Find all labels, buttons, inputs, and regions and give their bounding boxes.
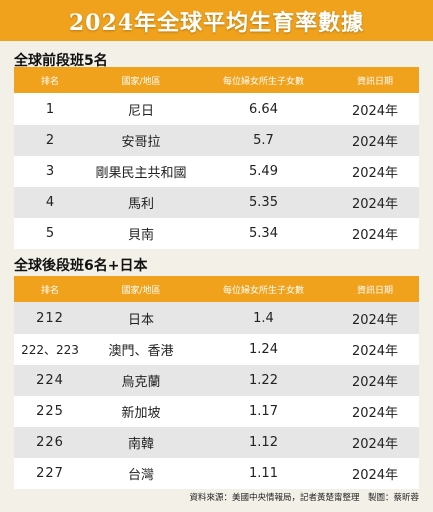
header-country: 國家/地區 bbox=[121, 285, 161, 296]
country-cell: 台灣 bbox=[127, 468, 154, 483]
country-cell: 澳門、香港 bbox=[108, 344, 174, 359]
table-row: 222、223 澳門、香港 1.24 2024年 bbox=[14, 334, 419, 365]
table-bottom6: 排名 國家/地區 每位婦女所生子女數 資訊日期 212 日本 1.4 2024年… bbox=[14, 276, 419, 489]
date-cell: 2024年 bbox=[351, 312, 399, 328]
rate-cell: 5.49 bbox=[249, 164, 278, 179]
date-cell: 2024年 bbox=[351, 437, 399, 452]
table-row: 5 貝南 5.34 2024年 bbox=[14, 218, 419, 249]
date-cell: 2024年 bbox=[351, 375, 399, 390]
table-row: 1 尼日 6.64 2024年 bbox=[14, 93, 419, 125]
table-header: 排名 國家/地區 每位婦女所生子女數 資訊日期 bbox=[14, 67, 419, 93]
country-cell: 日本 bbox=[127, 312, 154, 328]
rate-cell: 1.24 bbox=[249, 342, 278, 357]
rank-cell: 222、223 bbox=[21, 343, 79, 357]
section-title-top5: 全球前段班5名 bbox=[14, 53, 108, 69]
rank-cell: 212 bbox=[36, 310, 64, 326]
rate-cell: 1.4 bbox=[253, 310, 274, 326]
section-title-bottom6: 全球後段班6名+日本 bbox=[14, 258, 148, 274]
rate-cell: 1.17 bbox=[249, 404, 278, 419]
table-row: 227 台灣 1.11 2024年 bbox=[14, 458, 419, 489]
rank-cell: 225 bbox=[36, 404, 64, 419]
date-cell: 2024年 bbox=[351, 103, 399, 119]
rate-cell: 1.22 bbox=[249, 373, 278, 388]
rate-cell: 6.64 bbox=[249, 101, 278, 117]
source-credit: 資料來源：美國中央情報局，記者黃楚甯整理 製圖：蔡昕蓉 bbox=[189, 493, 419, 503]
title-banner: 2024年全球平均生育率數據 bbox=[0, 0, 433, 41]
page-title: 2024年全球平均生育率數據 bbox=[68, 9, 365, 36]
table-top5: 排名 國家/地區 每位婦女所生子女數 資訊日期 1 尼日 6.64 2024年 … bbox=[14, 67, 419, 249]
header-rate: 每位婦女所生子女數 bbox=[222, 285, 304, 296]
date-cell: 2024年 bbox=[351, 344, 399, 359]
header-rate: 每位婦女所生子女數 bbox=[222, 76, 304, 87]
table-row: 4 馬利 5.35 2024年 bbox=[14, 187, 419, 218]
country-cell: 馬利 bbox=[127, 197, 154, 212]
table-row: 212 日本 1.4 2024年 bbox=[14, 302, 419, 334]
country-cell: 尼日 bbox=[127, 103, 154, 119]
date-cell: 2024年 bbox=[351, 166, 399, 181]
date-cell: 2024年 bbox=[351, 228, 399, 243]
rank-cell: 2 bbox=[45, 133, 55, 148]
header-date: 資訊日期 bbox=[356, 285, 393, 296]
header-date: 資訊日期 bbox=[356, 76, 393, 87]
rank-cell: 1 bbox=[45, 101, 55, 117]
rate-cell: 1.12 bbox=[249, 435, 278, 450]
rank-cell: 4 bbox=[45, 195, 55, 210]
rate-cell: 5.35 bbox=[249, 195, 278, 210]
date-cell: 2024年 bbox=[351, 197, 399, 212]
country-cell: 烏克蘭 bbox=[121, 375, 161, 390]
date-cell: 2024年 bbox=[351, 468, 399, 483]
date-cell: 2024年 bbox=[351, 406, 399, 421]
country-cell: 南韓 bbox=[127, 437, 154, 452]
rate-cell: 5.7 bbox=[253, 133, 274, 148]
country-cell: 貝南 bbox=[127, 228, 154, 243]
table-row: 3 剛果民主共和國 5.49 2024年 bbox=[14, 156, 419, 187]
rank-cell: 226 bbox=[36, 435, 64, 450]
country-cell: 剛果民主共和國 bbox=[95, 166, 187, 181]
header-rank: 排名 bbox=[40, 76, 59, 87]
rank-cell: 3 bbox=[45, 164, 55, 179]
country-cell: 安哥拉 bbox=[121, 135, 161, 150]
header-country: 國家/地區 bbox=[121, 76, 161, 87]
rate-cell: 1.11 bbox=[249, 466, 278, 481]
rate-cell: 5.34 bbox=[249, 226, 278, 241]
rank-cell: 5 bbox=[45, 226, 55, 241]
table-row: 225 新加坡 1.17 2024年 bbox=[14, 396, 419, 427]
date-cell: 2024年 bbox=[351, 135, 399, 150]
rank-cell: 224 bbox=[36, 373, 64, 388]
table-row: 2 安哥拉 5.7 2024年 bbox=[14, 125, 419, 156]
country-cell: 新加坡 bbox=[121, 406, 161, 421]
header-rank: 排名 bbox=[40, 285, 59, 296]
table-row: 224 烏克蘭 1.22 2024年 bbox=[14, 365, 419, 396]
table-row: 226 南韓 1.12 2024年 bbox=[14, 427, 419, 458]
rank-cell: 227 bbox=[36, 466, 64, 481]
table-header: 排名 國家/地區 每位婦女所生子女數 資訊日期 bbox=[14, 276, 419, 302]
